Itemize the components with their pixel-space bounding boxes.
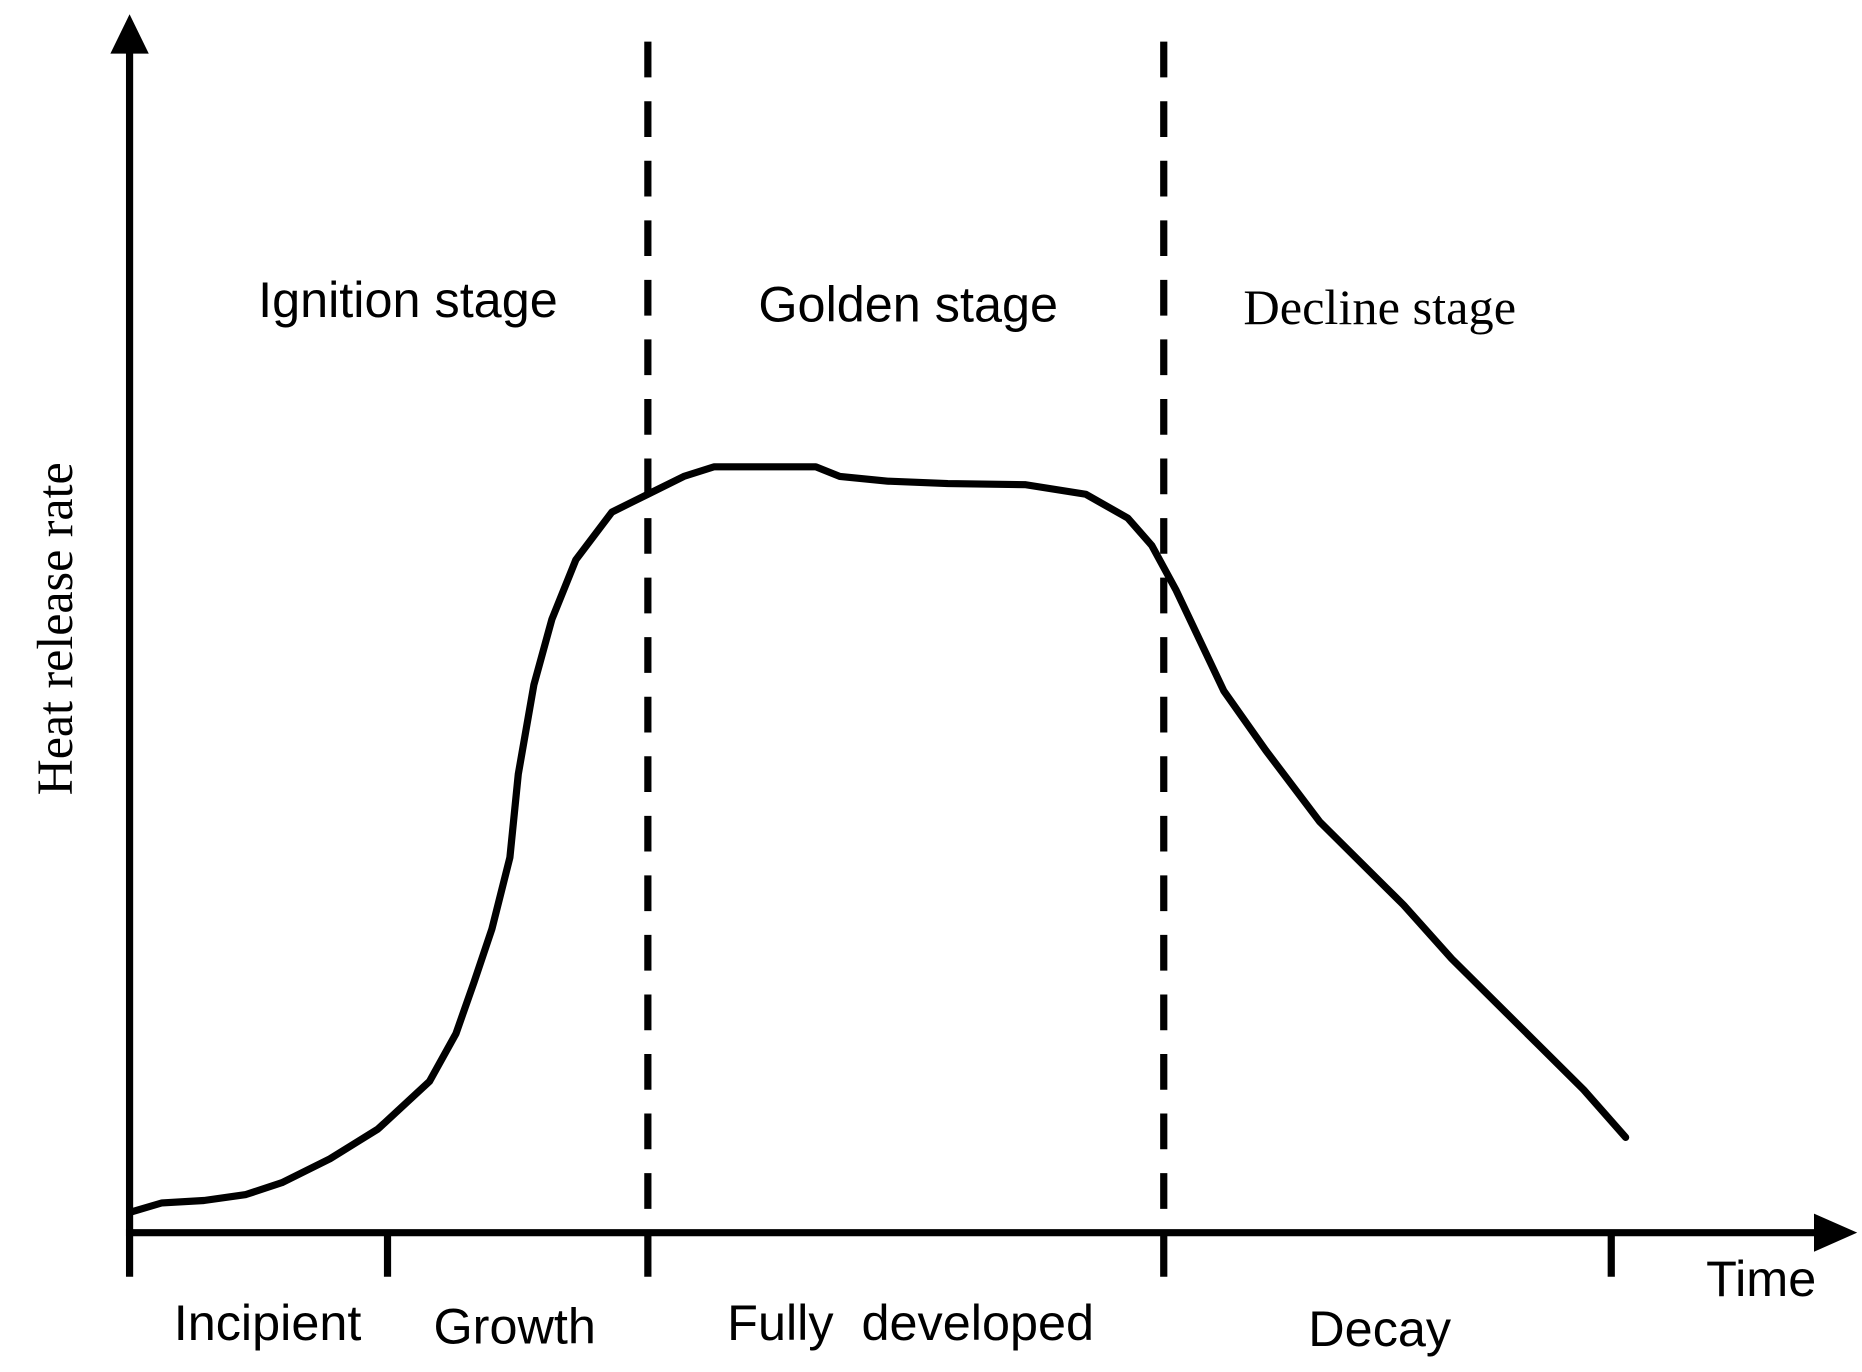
axes: [125, 41, 1824, 1277]
phase-label: Growth: [434, 1299, 596, 1355]
x-arrow: [1814, 1213, 1858, 1252]
y-arrow: [110, 14, 149, 54]
phase-label: Incipient: [174, 1295, 362, 1351]
stage-label: Decline stage: [1243, 279, 1516, 335]
heat-release-curve: [125, 463, 1630, 1216]
x-axis-label: Time: [1706, 1251, 1816, 1307]
y-axis-label: Heat release rate: [27, 462, 83, 795]
stage-label: Ignition stage: [258, 272, 558, 328]
phase-label: Fully developed: [727, 1295, 1094, 1351]
phase-label: Decay: [1308, 1301, 1451, 1357]
stage-label: Golden stage: [758, 277, 1058, 333]
